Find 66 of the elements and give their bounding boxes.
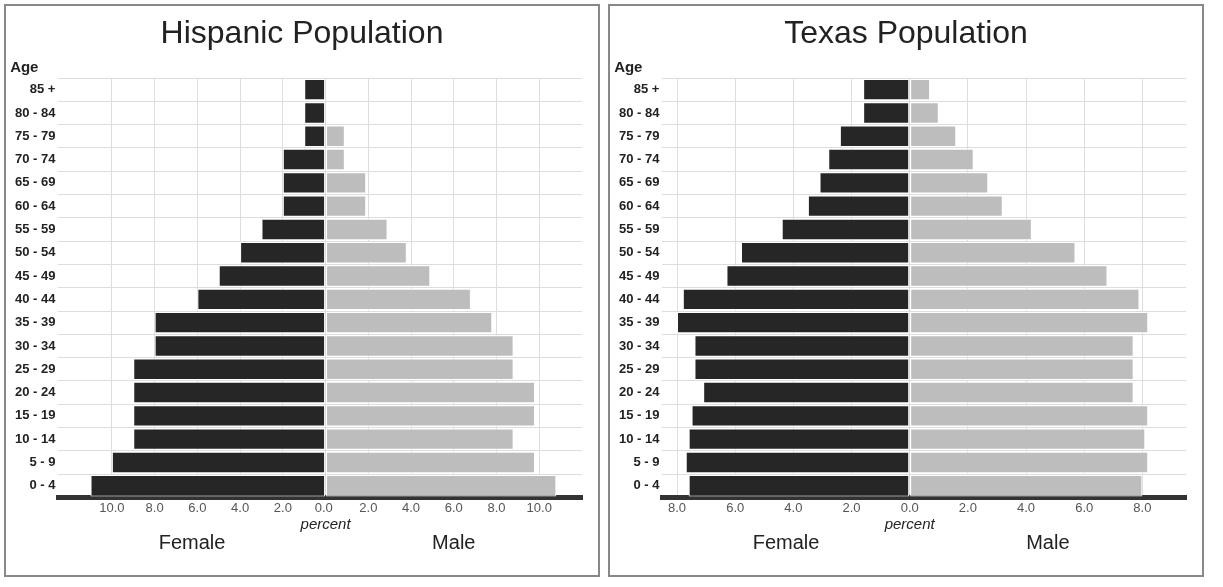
y-tick-label: 45 - 49 <box>618 267 660 283</box>
y-tick-label: 85 + <box>633 81 660 97</box>
x-tick-label: 2.0 <box>359 499 378 515</box>
chart-title: Texas Population <box>783 14 1029 52</box>
y-tick-label: 25 - 29 <box>618 360 660 376</box>
y-tick-label: 45 - 49 <box>14 267 56 283</box>
x-axis-title: percent <box>883 515 936 532</box>
y-tick-label: 70 - 74 <box>14 151 57 167</box>
y-tick-label: 35 - 39 <box>618 314 660 330</box>
x-tick-label: 10.0 <box>99 499 125 515</box>
y-tick-label: 80 - 84 <box>618 104 661 120</box>
x-tick-label: 2.0 <box>842 499 861 515</box>
x-tick-label: 10.0 <box>526 499 552 515</box>
y-tick-label: 55 - 59 <box>14 221 56 237</box>
y-tick-label: 35 - 39 <box>14 314 56 330</box>
y-tick-label: 80 - 84 <box>14 104 57 120</box>
y-tick-label: 30 - 34 <box>14 337 57 353</box>
x-tick-label: 6.0 <box>444 499 463 515</box>
y-axis-title: Age <box>614 58 643 75</box>
x-tick-label: 8.0 <box>145 499 164 515</box>
x-tick-label: 6.0 <box>726 499 745 515</box>
series-label: Female <box>752 531 820 553</box>
x-tick-label: 4.0 <box>784 499 803 515</box>
y-tick-label: 15 - 19 <box>14 407 56 423</box>
y-tick-label: 25 - 29 <box>14 360 56 376</box>
y-tick-label: 30 - 34 <box>618 337 661 353</box>
y-tick-label: 85 + <box>29 81 56 97</box>
y-axis-title: Age <box>10 58 39 75</box>
chart-title: Hispanic Population <box>159 14 445 52</box>
y-tick-label: 40 - 44 <box>14 290 57 306</box>
y-tick-label: 65 - 69 <box>618 174 660 190</box>
y-tick-label: 20 - 24 <box>618 384 661 400</box>
series-label: Female <box>158 531 226 553</box>
y-tick-label: 5 - 9 <box>633 454 660 470</box>
x-tick-label: 8.0 <box>487 499 506 515</box>
y-tick-label: 75 - 79 <box>618 127 660 143</box>
x-tick-label: 4.0 <box>231 499 250 515</box>
y-tick-label: 65 - 69 <box>14 174 56 190</box>
y-tick-label: 10 - 14 <box>618 430 661 446</box>
x-tick-label: 6.0 <box>1075 499 1094 515</box>
x-tick-label: 2.0 <box>273 499 292 515</box>
x-tick-label: 0.0 <box>314 499 337 515</box>
y-tick-label: 0 - 4 <box>29 477 57 493</box>
y-tick-label: 60 - 64 <box>618 197 661 213</box>
x-axis-title: percent <box>299 515 352 532</box>
y-tick-label: 75 - 79 <box>14 127 56 143</box>
y-tick-label: 55 - 59 <box>618 221 660 237</box>
y-tick-label: 50 - 54 <box>618 244 661 260</box>
y-tick-label: 50 - 54 <box>14 244 57 260</box>
x-tick-label: 6.0 <box>188 499 207 515</box>
y-tick-label: 15 - 19 <box>618 407 660 423</box>
y-tick-label: 20 - 24 <box>14 384 57 400</box>
y-tick-label: 0 - 4 <box>633 477 661 493</box>
x-tick-label: 4.0 <box>402 499 421 515</box>
x-tick-label: 2.0 <box>958 499 977 515</box>
series-label: Male <box>1026 531 1070 553</box>
y-tick-label: 70 - 74 <box>618 151 661 167</box>
y-tick-label: 5 - 9 <box>29 454 56 470</box>
y-tick-label: 40 - 44 <box>618 290 661 306</box>
y-tick-label: 10 - 14 <box>14 430 57 446</box>
x-tick-label: 0.0 <box>900 499 919 515</box>
x-tick-label: 8.0 <box>1133 499 1152 515</box>
x-tick-label: 8.0 <box>667 499 687 515</box>
y-tick-label: 60 - 64 <box>14 197 57 213</box>
series-label: Male <box>432 531 476 553</box>
x-tick-label: 4.0 <box>1016 499 1036 515</box>
